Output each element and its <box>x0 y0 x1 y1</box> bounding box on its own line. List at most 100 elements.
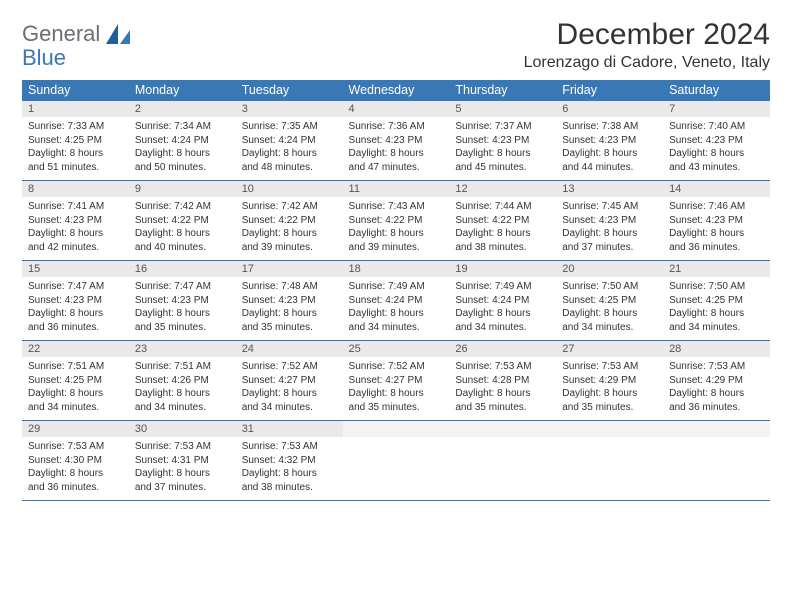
sunrise-text: Sunrise: 7:53 AM <box>242 440 337 454</box>
day-number: 10 <box>236 181 343 198</box>
sunrise-text: Sunrise: 7:37 AM <box>455 120 550 134</box>
daylight-text: Daylight: 8 hours <box>28 387 123 401</box>
day-cell: Sunrise: 7:37 AMSunset: 4:23 PMDaylight:… <box>449 117 556 181</box>
day-of-week-row: Sunday Monday Tuesday Wednesday Thursday… <box>22 80 770 101</box>
sunrise-text: Sunrise: 7:49 AM <box>349 280 444 294</box>
daylight-text: and 35 minutes. <box>242 321 337 335</box>
header: General Blue December 2024 Lorenzago di … <box>22 18 770 72</box>
day-number: 29 <box>22 421 129 438</box>
daylight-text: Daylight: 8 hours <box>562 307 657 321</box>
daylight-text: and 37 minutes. <box>562 241 657 255</box>
day-number: 17 <box>236 261 343 278</box>
daylight-text: and 34 minutes. <box>669 321 764 335</box>
sunset-text: Sunset: 4:23 PM <box>242 294 337 308</box>
sunset-text: Sunset: 4:31 PM <box>135 454 230 468</box>
daylight-text: Daylight: 8 hours <box>28 227 123 241</box>
sunrise-text: Sunrise: 7:41 AM <box>28 200 123 214</box>
daylight-text: Daylight: 8 hours <box>28 307 123 321</box>
day-cell: Sunrise: 7:42 AMSunset: 4:22 PMDaylight:… <box>129 197 236 261</box>
daylight-text: Daylight: 8 hours <box>242 387 337 401</box>
daynum-row: 15161718192021 <box>22 261 770 278</box>
dow-fri: Friday <box>556 80 663 101</box>
sunset-text: Sunset: 4:29 PM <box>669 374 764 388</box>
sunrise-text: Sunrise: 7:44 AM <box>455 200 550 214</box>
daylight-text: Daylight: 8 hours <box>349 147 444 161</box>
sunset-text: Sunset: 4:23 PM <box>562 134 657 148</box>
daylight-text: and 34 minutes. <box>242 401 337 415</box>
daylight-text: Daylight: 8 hours <box>455 147 550 161</box>
sunset-text: Sunset: 4:23 PM <box>135 294 230 308</box>
daylight-text: Daylight: 8 hours <box>242 227 337 241</box>
daylight-text: Daylight: 8 hours <box>135 307 230 321</box>
week-row: Sunrise: 7:51 AMSunset: 4:25 PMDaylight:… <box>22 357 770 421</box>
daylight-text: Daylight: 8 hours <box>349 387 444 401</box>
sunrise-text: Sunrise: 7:43 AM <box>349 200 444 214</box>
day-cell: Sunrise: 7:48 AMSunset: 4:23 PMDaylight:… <box>236 277 343 341</box>
daylight-text: Daylight: 8 hours <box>135 147 230 161</box>
day-cell: Sunrise: 7:49 AMSunset: 4:24 PMDaylight:… <box>343 277 450 341</box>
day-cell: Sunrise: 7:53 AMSunset: 4:31 PMDaylight:… <box>129 437 236 501</box>
dow-wed: Wednesday <box>343 80 450 101</box>
sunrise-text: Sunrise: 7:33 AM <box>28 120 123 134</box>
day-cell: Sunrise: 7:51 AMSunset: 4:26 PMDaylight:… <box>129 357 236 421</box>
sunset-text: Sunset: 4:28 PM <box>455 374 550 388</box>
daylight-text: and 44 minutes. <box>562 161 657 175</box>
daylight-text: Daylight: 8 hours <box>669 307 764 321</box>
daylight-text: Daylight: 8 hours <box>562 387 657 401</box>
logo-word1: General <box>22 21 100 46</box>
sunrise-text: Sunrise: 7:38 AM <box>562 120 657 134</box>
daylight-text: Daylight: 8 hours <box>669 147 764 161</box>
daylight-text: and 36 minutes. <box>669 241 764 255</box>
sunrise-text: Sunrise: 7:52 AM <box>349 360 444 374</box>
week-row: Sunrise: 7:53 AMSunset: 4:30 PMDaylight:… <box>22 437 770 501</box>
sunset-text: Sunset: 4:23 PM <box>562 214 657 228</box>
day-number <box>556 421 663 438</box>
daylight-text: and 36 minutes. <box>28 321 123 335</box>
sunrise-text: Sunrise: 7:53 AM <box>669 360 764 374</box>
daylight-text: and 34 minutes. <box>349 321 444 335</box>
sunrise-text: Sunrise: 7:49 AM <box>455 280 550 294</box>
day-number: 1 <box>22 101 129 118</box>
daylight-text: and 48 minutes. <box>242 161 337 175</box>
sunset-text: Sunset: 4:29 PM <box>562 374 657 388</box>
daylight-text: and 34 minutes. <box>28 401 123 415</box>
sunrise-text: Sunrise: 7:47 AM <box>135 280 230 294</box>
dow-sat: Saturday <box>663 80 770 101</box>
day-number: 4 <box>343 101 450 118</box>
day-number: 27 <box>556 341 663 358</box>
day-number: 16 <box>129 261 236 278</box>
day-cell: Sunrise: 7:49 AMSunset: 4:24 PMDaylight:… <box>449 277 556 341</box>
day-number: 9 <box>129 181 236 198</box>
day-cell: Sunrise: 7:53 AMSunset: 4:30 PMDaylight:… <box>22 437 129 501</box>
sunrise-text: Sunrise: 7:34 AM <box>135 120 230 134</box>
week-row: Sunrise: 7:33 AMSunset: 4:25 PMDaylight:… <box>22 117 770 181</box>
sunrise-text: Sunrise: 7:53 AM <box>28 440 123 454</box>
daylight-text: Daylight: 8 hours <box>455 387 550 401</box>
sunrise-text: Sunrise: 7:53 AM <box>562 360 657 374</box>
day-cell: Sunrise: 7:43 AMSunset: 4:22 PMDaylight:… <box>343 197 450 261</box>
daylight-text: and 47 minutes. <box>349 161 444 175</box>
daylight-text: Daylight: 8 hours <box>28 467 123 481</box>
day-cell <box>556 437 663 501</box>
day-number: 31 <box>236 421 343 438</box>
daylight-text: Daylight: 8 hours <box>349 307 444 321</box>
day-number: 15 <box>22 261 129 278</box>
sunset-text: Sunset: 4:24 PM <box>242 134 337 148</box>
daylight-text: and 40 minutes. <box>135 241 230 255</box>
day-number: 28 <box>663 341 770 358</box>
day-cell: Sunrise: 7:53 AMSunset: 4:28 PMDaylight:… <box>449 357 556 421</box>
sunrise-text: Sunrise: 7:42 AM <box>135 200 230 214</box>
daylight-text: Daylight: 8 hours <box>242 307 337 321</box>
dow-tue: Tuesday <box>236 80 343 101</box>
daylight-text: Daylight: 8 hours <box>135 387 230 401</box>
sunset-text: Sunset: 4:25 PM <box>28 374 123 388</box>
day-number: 25 <box>343 341 450 358</box>
day-cell: Sunrise: 7:46 AMSunset: 4:23 PMDaylight:… <box>663 197 770 261</box>
daylight-text: Daylight: 8 hours <box>135 467 230 481</box>
sunset-text: Sunset: 4:23 PM <box>669 214 764 228</box>
sunset-text: Sunset: 4:22 PM <box>135 214 230 228</box>
day-number: 18 <box>343 261 450 278</box>
sunrise-text: Sunrise: 7:53 AM <box>455 360 550 374</box>
sunrise-text: Sunrise: 7:53 AM <box>135 440 230 454</box>
sunrise-text: Sunrise: 7:48 AM <box>242 280 337 294</box>
